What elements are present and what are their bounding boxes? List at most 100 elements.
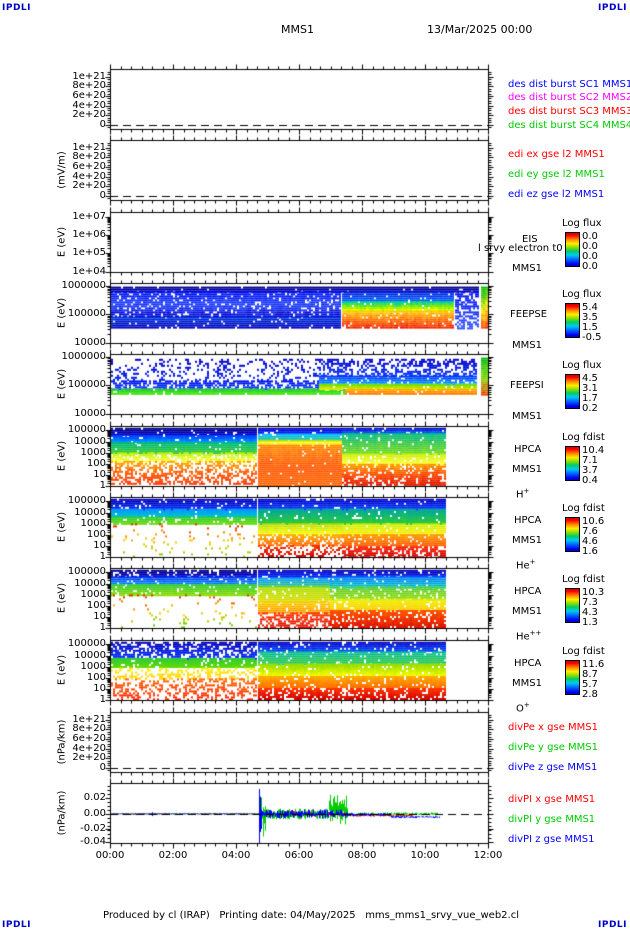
hpca-h-plus-label: MMS1 [512,463,542,475]
ytick-label: 100000 [67,566,106,578]
ytick-label: 100 [86,671,106,683]
ytick-label: 2e+20 [72,180,106,192]
label-text: divPI y gse MMS1 [508,814,596,826]
ytick-label: 4e+20 [72,742,106,754]
label-text: des dist burst SC1 MMS1 [508,79,630,91]
label-text: edi ez gse l2 MMS1 [508,189,605,201]
ytick-label: 100 [86,528,106,540]
xtick-label: 06:00 [284,850,314,861]
ytick-label: 1e+07 [72,210,106,222]
ytick-label: 1e+21 [72,70,106,82]
ytick-label: 8e+20 [72,80,106,92]
hpca-he-plus-label: MMS1 [512,534,542,546]
colorbar [565,232,580,267]
eis-electron-label: EIS [522,235,538,245]
xtick-label: 08:00 [347,850,377,861]
hpca-he-plus-plus-label: HPCA [514,587,541,597]
hpca-o-plus-label: O+ [516,700,530,714]
ytick-label: 100000 [67,379,106,391]
label-text: des dist burst SC4 MMS4 [508,120,630,131]
ytick-label: 1000000 [61,351,106,362]
divpi-label: divPI z gse MMS1 [508,835,594,845]
colorbar-value: 5.7 [582,679,598,690]
xtick-label: 12:00 [473,850,503,861]
colorbar-value: 10.6 [582,516,605,527]
label-sup: + [523,486,530,495]
ytick-label: 0.02 [83,792,106,803]
divpe-label: divPe y gse MMS1 [508,743,598,753]
label-text: MMS1 [512,463,542,475]
colorbar-value: 0.0 [582,231,598,242]
xtick-label: 00:00 [95,850,125,861]
ytick-label: 0 [99,761,106,773]
colorbar-title: Log flux [562,360,602,371]
feeps-electron-label: FEEPSE [510,309,547,320]
label-text: HPCA [514,515,542,526]
colorbar-value: 7.3 [582,597,598,608]
label-text: divPI z gse MMS1 [508,834,595,845]
colorbar [565,303,580,338]
des-dist-burst-label: des dist burst SC3 MMS3 [508,105,630,117]
ytick-label: -0.04 [80,835,106,847]
ytick-label: 10000 [74,577,106,589]
colorbar-value: 7.1 [582,455,598,466]
colorbar [565,660,580,695]
ytick-label: 1e+21 [72,141,106,153]
ytick-label: 6e+20 [72,161,106,172]
xtick-label: 10:00 [410,850,440,861]
colorbar-value: 4.6 [582,536,598,547]
label-text: He [516,560,530,572]
colorbar-value: 10.4 [582,445,605,456]
colorbar-value: -0.5 [582,332,602,343]
ytick-label: 1e+21 [72,713,106,725]
label-text: H [516,489,524,501]
ytick-label: 1 [99,480,106,491]
label-text: O [516,703,524,715]
eis-electron-label: MMS1 [512,264,542,274]
edi-e-field-label: edi ex gse l2 MMS1 [508,150,605,160]
label-text: MMS1 [512,534,542,546]
label-sup: + [523,700,530,709]
label-text: divPe y gse MMS1 [508,742,598,753]
label-text: MMS1 [512,263,542,274]
label-text: edi ey gse l2 MMS1 [508,168,605,180]
ytick-label: 1000 [80,589,106,600]
ytick-label: 0 [99,189,106,201]
date-title: 13/Mar/2025 00:00 [427,23,533,36]
ytick-label: 10000 [74,649,106,661]
ytick-label: 6e+20 [72,733,106,744]
colorbar-value: 0.0 [582,241,598,252]
label-text: MMS1 [512,340,542,351]
logo-top-left: IPDLI [2,3,31,13]
ytick-label: 1000 [80,661,106,672]
colorbar [565,446,580,481]
label-text: HPCA [514,444,542,455]
ytick-label: 1000000 [61,280,106,291]
colorbar-value: 8.7 [582,669,598,680]
hpca-he-plus-label: He+ [516,557,536,571]
divpi-label: divPI y gse MMS1 [508,815,595,825]
colorbar-value: 4.3 [582,607,598,618]
feeps-electron-label: MMS1 [512,341,542,351]
label-text: divPI x gse MMS1 [508,793,596,805]
ytick-label: 100000 [67,424,106,436]
ytick-label: 1e+04 [72,266,106,277]
label-text: He [516,631,530,643]
colorbar [565,517,580,552]
label-text: des dist burst SC3 MMS3 [508,105,630,117]
ytick-label: 100 [86,457,106,469]
colorbar-value: 0.2 [582,403,598,414]
colorbar-value: 11.6 [582,659,605,670]
hpca-h-plus-label: HPCA [514,445,541,455]
label-sup: + [529,557,536,566]
colorbar-value: 1.5 [582,322,598,333]
feeps-ion-label: MMS1 [512,412,542,422]
ytick-label: 1 [99,551,106,562]
des-dist-burst-label: des dist burst SC4 MMS4 [508,121,630,131]
label-text: divPe z gse MMS1 [508,761,598,773]
ytick-label: 8e+20 [72,151,106,163]
label-text: des dist burst SC2 MMS2 [508,92,630,104]
ytick-label: 100000 [67,495,106,507]
colorbar-title: Log fdist [562,646,605,657]
